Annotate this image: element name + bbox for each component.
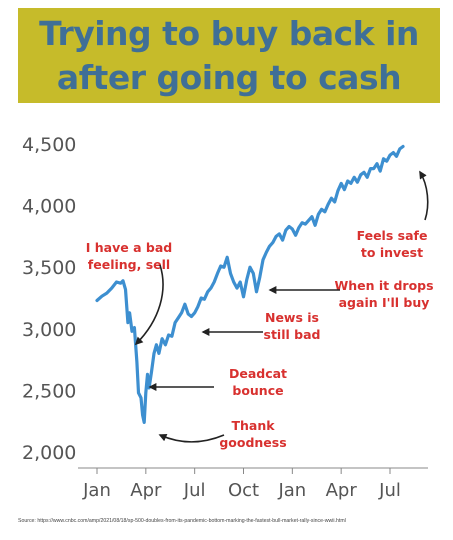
annotation-text: When it drops <box>334 278 433 293</box>
annotation-text: again I'll buy <box>339 295 430 310</box>
title-line-1: Trying to buy back in <box>39 14 419 53</box>
source-caption: Source: https://www.cnbc.com/amp/2021/08… <box>18 518 346 524</box>
title-line-2: after going to cash <box>56 58 402 97</box>
y-tick-label: 3,500 <box>22 257 76 279</box>
y-tick-label: 4,500 <box>22 134 76 156</box>
title-banner: Trying to buy back in after going to cas… <box>18 8 440 103</box>
annotation-text: goodness <box>219 435 286 450</box>
sp500-series-line <box>95 144 405 424</box>
y-tick-label: 2,000 <box>22 442 76 464</box>
annotation-text: Deadcat <box>229 366 287 381</box>
x-tick-label: Apr <box>326 480 358 501</box>
x-tick-label: Jan <box>277 480 306 501</box>
annotation-text: I have a bad <box>86 240 172 255</box>
annotation-text: still bad <box>264 327 321 342</box>
annotation-text: bounce <box>232 383 283 398</box>
x-tick-label: Jul <box>378 480 401 501</box>
x-tick-label: Jul <box>183 480 206 501</box>
x-tick-label: Oct <box>228 480 259 501</box>
y-tick-label: 2,500 <box>22 380 76 402</box>
annotation-text: feeling, sell <box>88 257 170 272</box>
annotation-arrow <box>419 170 429 221</box>
annotation-text: Feels safe <box>357 228 428 243</box>
annotation-arrow <box>134 264 164 346</box>
y-tick-label: 3,000 <box>22 319 76 341</box>
x-tick-label: Apr <box>130 480 162 501</box>
annotation-arrow <box>158 433 225 443</box>
annotation-text: to invest <box>361 245 423 260</box>
annotation-text: News is <box>265 310 319 325</box>
annotation-text: Thank <box>231 418 275 433</box>
x-tick-label: Jan <box>82 480 111 501</box>
y-tick-label: 4,000 <box>22 196 76 218</box>
